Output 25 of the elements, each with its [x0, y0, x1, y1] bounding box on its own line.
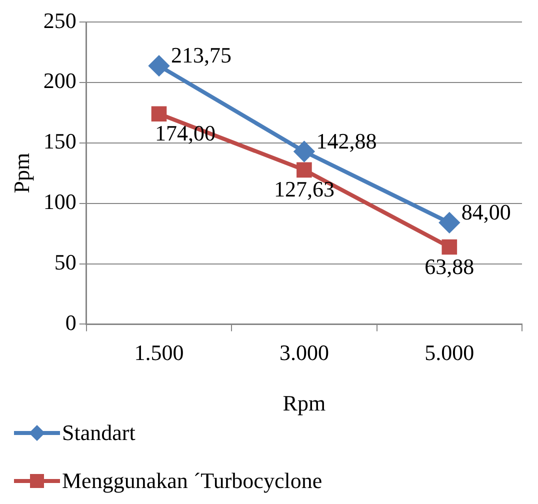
point [294, 141, 314, 162]
data-label: 174,00 [155, 120, 216, 146]
y-axis-title: Ppm [8, 152, 34, 194]
x-tick-label: 1.500 [134, 340, 184, 366]
y-tick-label: 0 [65, 310, 76, 335]
y-tick-label: 50 [54, 250, 76, 275]
point [151, 106, 167, 122]
point [442, 239, 458, 255]
x-tick-label: 3.000 [279, 340, 329, 366]
point [149, 56, 169, 76]
data-label: 142,88 [316, 128, 377, 154]
y-tick-label: 100 [43, 189, 76, 214]
data-label: 84,00 [461, 199, 511, 224]
data-label: 213,75 [171, 42, 232, 68]
legend-label: Menggunakan ´Turbocyclone [62, 468, 322, 494]
x-axis-title: Rpm [282, 390, 326, 416]
point [439, 212, 460, 233]
data-label: 63,88 [424, 254, 474, 279]
y-tick-label: 250 [43, 8, 76, 33]
x-tick-label: 5.000 [424, 340, 474, 366]
point [296, 162, 312, 178]
legend-label: Standart [62, 420, 136, 446]
y-tick-label: 200 [43, 68, 76, 94]
data-label: 127,63 [274, 176, 334, 202]
y-tick-label: 150 [43, 128, 76, 154]
